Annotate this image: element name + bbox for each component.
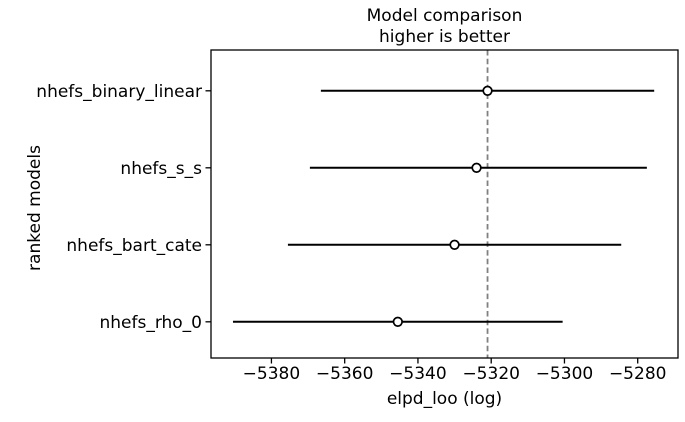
x-tick-label: −5340 xyxy=(389,364,447,384)
category-label-nhefs_binary_linear: nhefs_binary_linear xyxy=(36,82,202,102)
x-tick-label: −5300 xyxy=(536,364,594,384)
x-tick-label: −5380 xyxy=(243,364,301,384)
axes-layer: −5380 −5360 −5340 −5320 −5300 −5280 nhefs_bina… xyxy=(36,82,666,384)
point-estimate-nhefs_rho_0 xyxy=(392,316,403,327)
x-tick-label: −5320 xyxy=(462,364,520,384)
category-label-nhefs_bart_cate: nhefs_bart_cate xyxy=(66,236,202,256)
plot-area-border xyxy=(210,49,679,359)
x-tick-label: −5280 xyxy=(609,364,667,384)
chart-title: Model comparison xyxy=(367,6,523,26)
y-axis-label: ranked models xyxy=(25,145,45,271)
chart-subtitle: higher is better xyxy=(379,27,510,47)
x-axis-label: elpd_loo (log) xyxy=(387,389,502,409)
x-tick-label: −5360 xyxy=(316,364,374,384)
point-estimate-nhefs_bart_cate xyxy=(449,239,460,250)
error-bars-layer xyxy=(232,85,655,327)
category-label-nhefs_s_s: nhefs_s_s xyxy=(120,159,202,179)
point-estimate-nhefs_binary_linear xyxy=(482,85,493,96)
category-label-nhefs_rho_0: nhefs_rho_0 xyxy=(99,313,202,333)
point-estimate-nhefs_s_s xyxy=(471,162,482,173)
